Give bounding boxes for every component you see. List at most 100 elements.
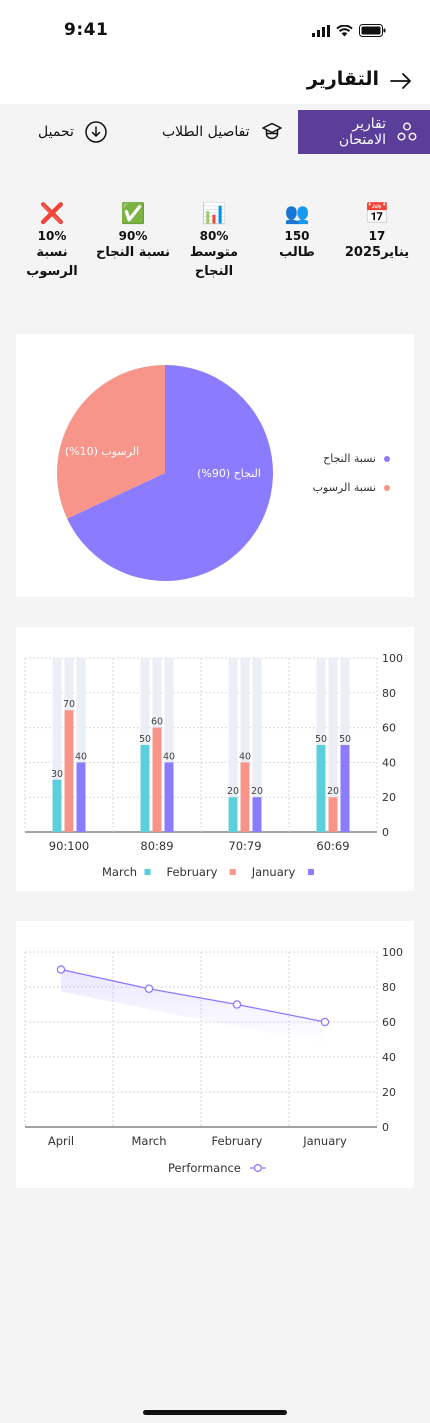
bar-x-tick: 60:69 xyxy=(316,839,349,853)
back-arrow-icon[interactable] xyxy=(388,68,414,94)
bar-january-3[interactable] xyxy=(340,745,350,832)
cross-icon: ❌ xyxy=(39,201,65,225)
stat-fail-rate-label: نسبة الرسوب xyxy=(26,245,78,279)
line-x-tick: February xyxy=(212,1134,263,1148)
tab-student-details[interactable]: تفاصيل الطلاب xyxy=(162,110,284,154)
line-x-tick: March xyxy=(131,1134,166,1148)
status-icons xyxy=(312,24,386,37)
tab-bar: تقارير الامتحان تفاصيل الطلاب تحميل xyxy=(0,104,430,158)
tab-exam-reports[interactable]: تقارير الامتحان xyxy=(298,110,430,154)
bar-february-0[interactable] xyxy=(64,710,74,832)
line-area xyxy=(61,969,325,1044)
download-button[interactable]: تحميل xyxy=(38,110,108,154)
bar-x-tick: 90:100 xyxy=(49,839,89,853)
bar-march-2[interactable] xyxy=(228,797,238,832)
pie-legend-fail-label: نسبة الرسوب xyxy=(312,481,376,494)
pie-chart: النجاح (90%) الرسوب (10%) xyxy=(56,365,273,581)
download-label: تحميل xyxy=(38,124,74,140)
nodes-icon xyxy=(397,122,417,141)
bar-data-label: 60 xyxy=(151,717,163,728)
bar-y-tick: 100 xyxy=(382,652,403,665)
bar-track xyxy=(240,658,250,832)
bar-data-label: 40 xyxy=(239,751,251,762)
bar-y-tick: 20 xyxy=(382,791,396,804)
stat-average: 📊 80% متوسط النجاح xyxy=(174,198,254,281)
pie-label-fail: الرسوب (10%) xyxy=(65,445,139,458)
home-indicator xyxy=(143,1410,287,1415)
bar-legend-swatch xyxy=(144,869,151,875)
bar-legend-swatch xyxy=(308,869,314,875)
pie-chart-card: النجاح (90%) الرسوب (10%) نسبة النجاح نس… xyxy=(16,334,414,597)
stat-fail-rate: ❌ 10% نسبة الرسوب xyxy=(12,198,92,281)
header: التقارير xyxy=(0,60,430,104)
bar-legend-label[interactable]: March xyxy=(102,865,137,879)
stat-pass-rate-value: 90% xyxy=(118,229,148,243)
pie-slice-pass xyxy=(67,365,273,581)
stat-fail-rate-value: 10% xyxy=(37,229,67,243)
bar-february-1[interactable] xyxy=(152,727,162,832)
bar-legend-label[interactable]: February xyxy=(167,865,218,879)
pie-legend-pass[interactable]: نسبة النجاح xyxy=(323,452,390,465)
bar-track xyxy=(252,658,262,832)
bar-data-label: 40 xyxy=(163,751,175,762)
line-chart-card: 0 20 40 60 80 100 April March February January Per… xyxy=(16,921,414,1188)
legend-dot-fail xyxy=(384,484,390,491)
wifi-icon xyxy=(336,24,353,36)
bar-data-label: 50 xyxy=(315,734,327,745)
status-time: 9:41 xyxy=(64,20,109,40)
bar-march-3[interactable] xyxy=(316,745,326,832)
graduation-cap-icon xyxy=(261,122,282,140)
pie-label-pass: النجاح (90%) xyxy=(197,467,261,480)
performance-line-chart: 0 20 40 60 80 100 April March February January Per… xyxy=(24,946,403,1175)
line-point-2[interactable] xyxy=(232,1000,242,1009)
bar-data-label: 20 xyxy=(227,786,239,797)
bar-march-1[interactable] xyxy=(140,745,150,832)
stat-average-value: 80% xyxy=(199,229,229,243)
battery-icon xyxy=(359,24,386,37)
calendar-icon: 📅 xyxy=(364,201,390,225)
bar-track xyxy=(76,658,86,832)
bar-february-3[interactable] xyxy=(328,797,338,832)
line-point-0[interactable] xyxy=(56,965,66,974)
bar-track xyxy=(164,658,174,832)
pie-slice-fail xyxy=(56,365,165,519)
bar-january-0[interactable] xyxy=(76,762,86,832)
bar-y-tick: 60 xyxy=(382,722,396,735)
tab-student-details-label: تفاصيل الطلاب xyxy=(162,124,250,140)
stat-date: 📅 17 يناير2025 xyxy=(337,198,417,262)
line-legend-label[interactable]: Performance xyxy=(168,1161,241,1175)
grouped-bar-chart: 02040608010030704090:10050604080:8920402… xyxy=(24,652,403,879)
tab-exam-reports-label: تقارير الامتحان xyxy=(338,116,387,148)
bar-february-2[interactable] xyxy=(240,762,250,832)
line-y-tick: 80 xyxy=(382,981,396,994)
line-y-tick: 20 xyxy=(382,1086,396,1099)
bar-january-1[interactable] xyxy=(164,762,174,832)
people-icon: 👥 xyxy=(284,201,310,225)
bar-data-label: 40 xyxy=(75,751,87,762)
line-x-tick: April xyxy=(48,1134,74,1148)
bar-y-tick: 40 xyxy=(382,756,396,769)
line-y-tick: 0 xyxy=(382,1121,389,1134)
legend-dot-pass xyxy=(384,455,390,462)
line-legend-dot xyxy=(253,1163,262,1173)
stats-row: 📅 17 يناير2025 👥 150 طالب 📊 80% متوسط ال… xyxy=(0,198,430,308)
pie-legend-fail[interactable]: نسبة الرسوب xyxy=(313,481,390,494)
stat-date-value: 17 xyxy=(368,229,386,243)
status-bar: 9:41 xyxy=(0,0,430,60)
line-point-3[interactable] xyxy=(320,1017,330,1027)
line-point-1[interactable] xyxy=(144,984,154,994)
check-icon: ✅ xyxy=(120,201,146,225)
bar-march-0[interactable] xyxy=(52,779,62,832)
stat-pass-rate: ✅ 90% نسبة النجاح xyxy=(93,198,173,262)
bar-january-2[interactable] xyxy=(252,797,262,832)
page-title: التقارير xyxy=(306,68,379,90)
bar-legend-label[interactable]: January xyxy=(251,865,296,879)
bar-data-label: 50 xyxy=(139,734,151,745)
bar-x-tick: 70:79 xyxy=(228,839,261,853)
stat-students-label: طالب xyxy=(279,245,315,260)
bar-data-label: 30 xyxy=(51,769,63,780)
line-x-tick: January xyxy=(302,1134,347,1148)
pie-legend-pass-label: نسبة النجاح xyxy=(323,452,376,465)
bar-chart-icon: 📊 xyxy=(201,201,227,225)
bar-data-label: 50 xyxy=(339,734,351,745)
